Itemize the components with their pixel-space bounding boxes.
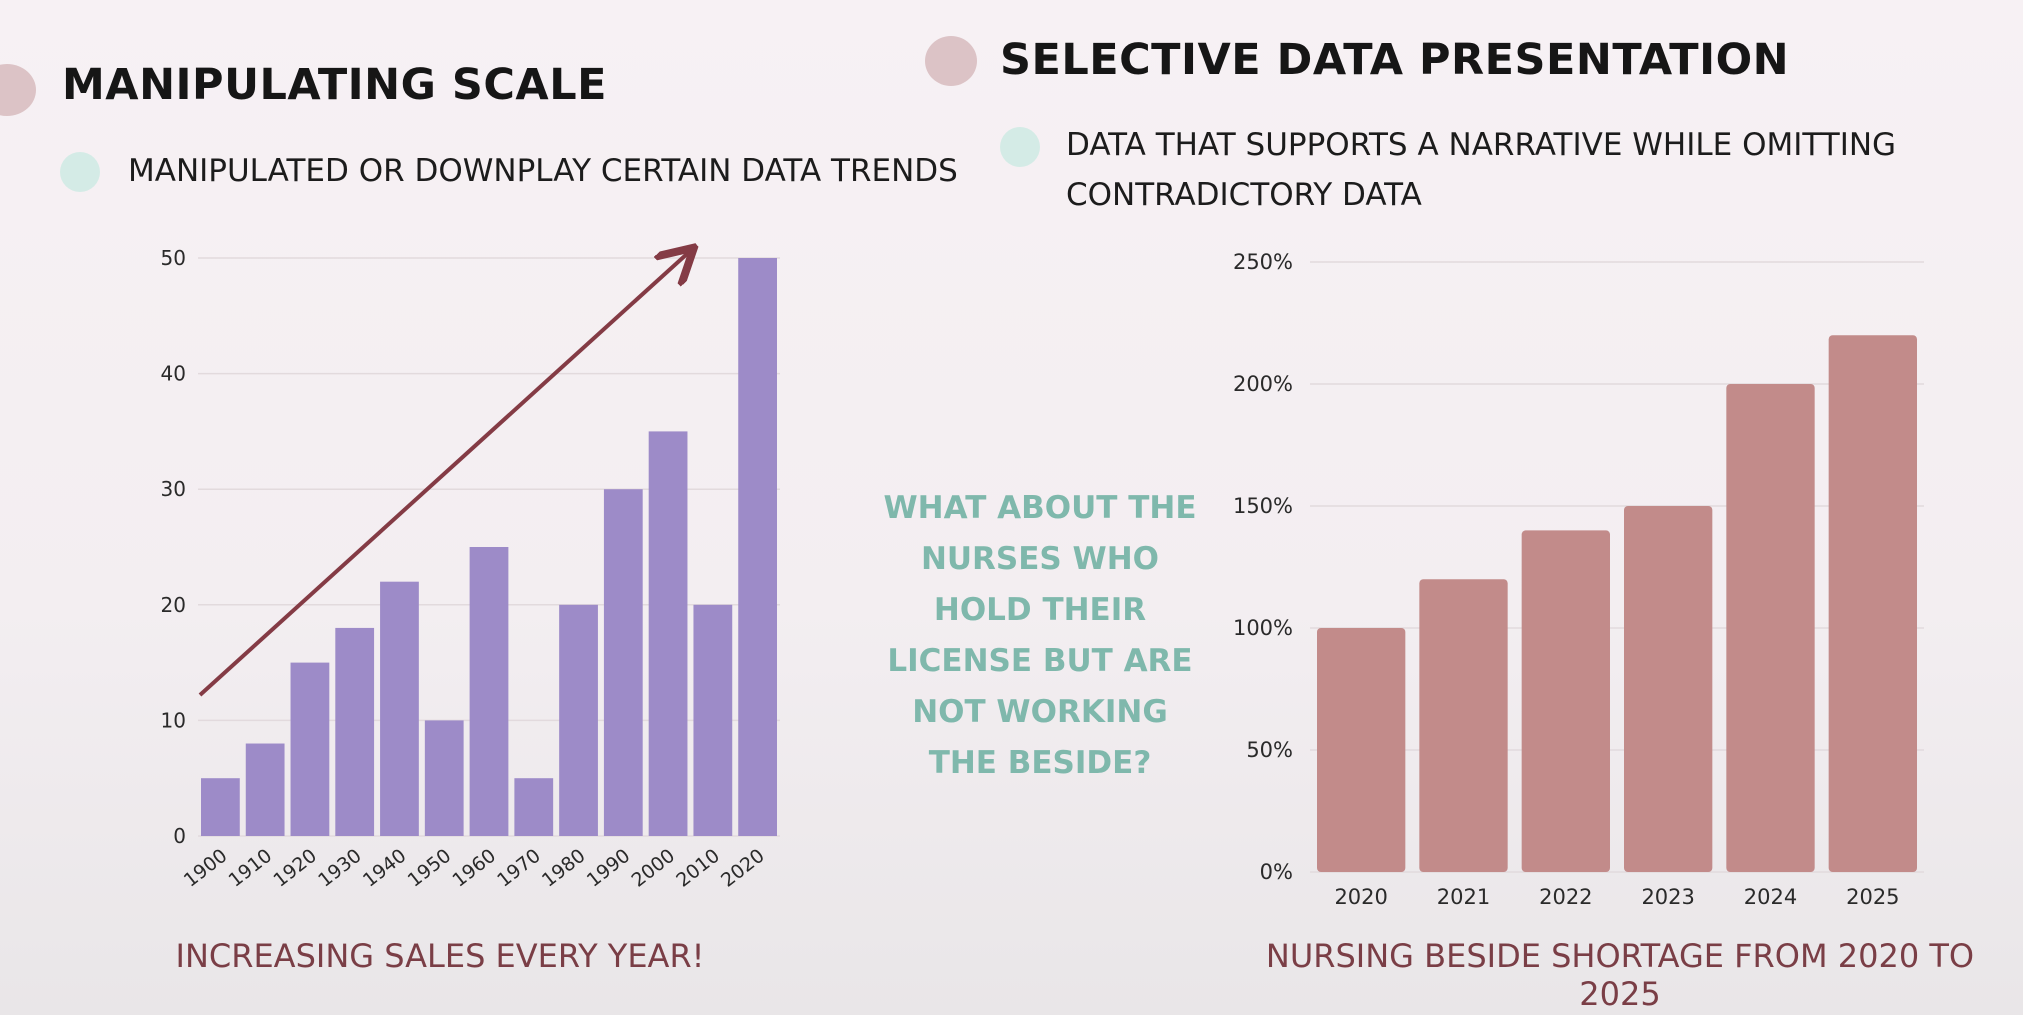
bar bbox=[1521, 530, 1610, 872]
y-tick-label: 20 bbox=[161, 593, 186, 617]
x-tick-label: 2023 bbox=[1641, 885, 1694, 909]
x-tick-label: 2025 bbox=[1846, 885, 1899, 909]
bar bbox=[648, 431, 688, 836]
bar bbox=[1624, 506, 1713, 872]
right-bullet-line1: DATA THAT SUPPORTS A NARRATIVE WHILE OMI… bbox=[1066, 127, 1897, 163]
center-question: WHAT ABOUT THE NURSES WHO HOLD THEIR LIC… bbox=[880, 483, 1200, 789]
bar bbox=[469, 547, 509, 836]
question-line: THE BESIDE? bbox=[928, 745, 1152, 781]
y-tick-label: 50% bbox=[1246, 738, 1293, 762]
question-line: NOT WORKING bbox=[912, 694, 1168, 730]
question-line: LICENSE BUT ARE bbox=[887, 643, 1193, 679]
y-tick-label: 100% bbox=[1233, 616, 1293, 640]
y-tick-label: 50 bbox=[161, 246, 186, 270]
right-heading-dot bbox=[925, 36, 977, 86]
y-tick-label: 0% bbox=[1260, 860, 1293, 884]
right-chart-caption: NURSING BESIDE SHORTAGE FROM 2020 TO 202… bbox=[1265, 937, 1975, 1013]
bar bbox=[424, 720, 464, 836]
bar bbox=[335, 627, 375, 836]
left-bullet-dot bbox=[60, 152, 100, 192]
bar bbox=[1419, 579, 1508, 872]
bar bbox=[1828, 335, 1917, 872]
bar bbox=[738, 258, 777, 836]
bar bbox=[603, 489, 643, 836]
left-heading: MANIPULATING SCALE bbox=[62, 60, 607, 110]
trend-arrow bbox=[198, 253, 688, 697]
question-line: WHAT ABOUT THE bbox=[883, 490, 1197, 526]
question-line: HOLD THEIR bbox=[933, 592, 1147, 628]
bar bbox=[201, 778, 240, 836]
y-tick-label: 150% bbox=[1233, 494, 1293, 518]
left-bullet-text: MANIPULATED OR DOWNPLAY CERTAIN DATA TRE… bbox=[128, 153, 958, 189]
bar bbox=[245, 743, 285, 836]
bar bbox=[380, 581, 419, 836]
y-tick-label: 40 bbox=[161, 362, 186, 386]
left-chart-caption: INCREASING SALES EVERY YEAR! bbox=[175, 937, 705, 975]
x-tick-label: 2022 bbox=[1539, 885, 1592, 909]
x-tick-label: 2024 bbox=[1744, 885, 1797, 909]
right-bullet-dot bbox=[1000, 127, 1040, 167]
y-tick-label: 250% bbox=[1233, 250, 1293, 274]
right-bullet-line2: CONTRADICTORY DATA bbox=[1066, 177, 1422, 213]
y-tick-label: 200% bbox=[1233, 372, 1293, 396]
bar bbox=[1726, 384, 1815, 872]
right-heading: SELECTIVE DATA PRESENTATION bbox=[1000, 35, 1790, 85]
bar bbox=[559, 604, 598, 836]
bar bbox=[1317, 628, 1406, 872]
x-tick-label: 2020 bbox=[1334, 885, 1387, 909]
question-line: NURSES WHO bbox=[920, 541, 1160, 577]
x-tick-label: 2021 bbox=[1437, 885, 1490, 909]
y-tick-label: 30 bbox=[161, 477, 186, 501]
y-tick-label: 10 bbox=[161, 708, 186, 732]
bar bbox=[693, 604, 733, 836]
y-tick-label: 0 bbox=[173, 824, 186, 848]
bar bbox=[290, 662, 330, 836]
bar bbox=[514, 778, 554, 836]
